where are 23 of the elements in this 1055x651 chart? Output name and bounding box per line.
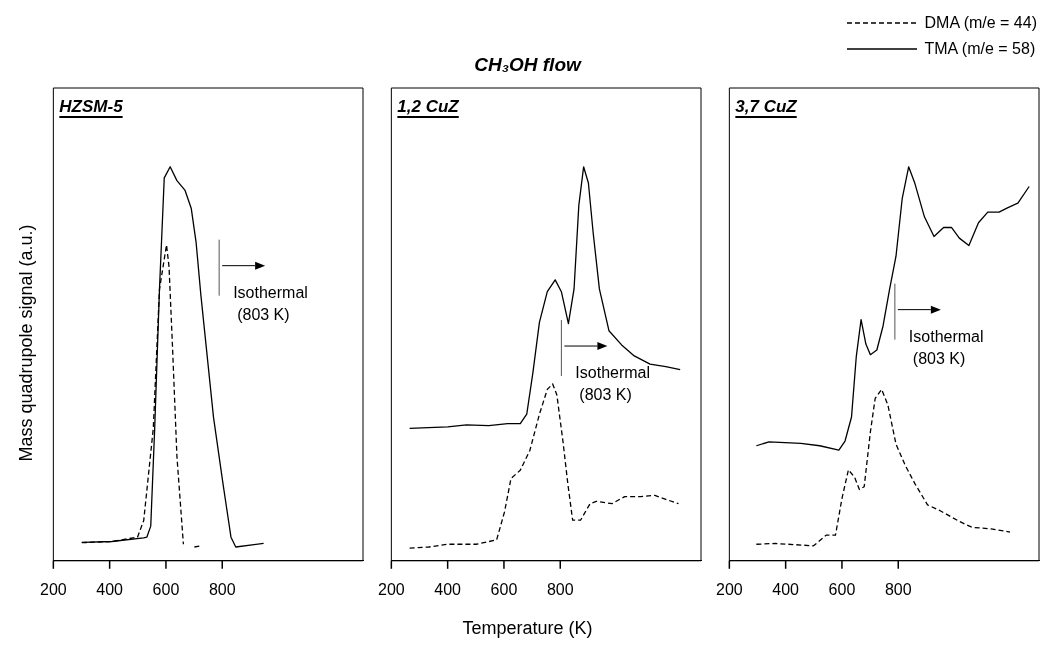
x-tick-label: 400 — [434, 580, 462, 598]
ref-line-label: Isothermal (803 K) — [575, 364, 651, 404]
x-tick-label: 200 — [40, 580, 67, 598]
text: 1,2 CuZ — [397, 97, 460, 116]
x-axis-title: Temperature (K) — [461, 618, 594, 639]
text: HZSM-5 — [59, 97, 124, 116]
y-axis-title: Mass quadrupole signal (a.u.) — [15, 224, 37, 462]
chart-title: CH₃OH flow — [474, 54, 581, 75]
x-tick-label: 800 — [546, 580, 574, 598]
x-tick-label: 400 — [96, 580, 124, 598]
legend-label: TMA (m/e = 58) — [924, 40, 1036, 58]
x-tick-label: 600 — [152, 580, 180, 598]
legend-label: DMA (m/e = 44) — [924, 14, 1037, 32]
x-tick-label: 600 — [490, 580, 518, 598]
ref-line-label: Isothermal (803 K) — [233, 284, 308, 324]
x-tick-label: 600 — [828, 580, 856, 598]
x-tick-label: 200 — [716, 580, 743, 598]
ref-line-label: Isothermal (803 K) — [908, 328, 984, 368]
x-tick-label: 200 — [378, 580, 405, 598]
x-tick-label: 400 — [772, 580, 800, 598]
x-tick-label: 800 — [884, 580, 912, 598]
x-tick-label: 800 — [208, 580, 236, 598]
text: 3,7 CuZ — [735, 97, 798, 116]
